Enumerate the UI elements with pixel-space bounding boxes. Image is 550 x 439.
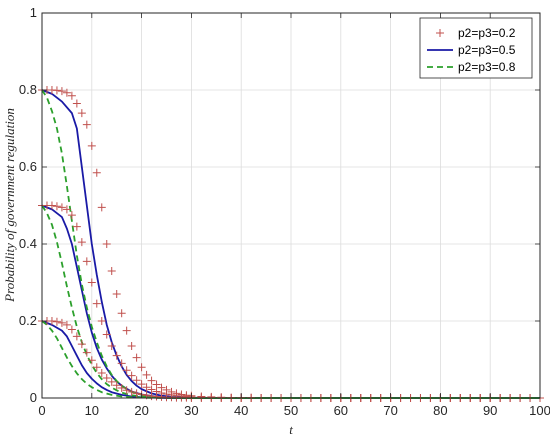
point-p2-p3-0-2 bbox=[142, 370, 151, 379]
point-p2-p3-0-2 bbox=[57, 203, 66, 212]
point-p2-p3-0-2 bbox=[137, 363, 146, 372]
point-p2-p3-0-2 bbox=[72, 332, 81, 341]
y-tick-label: 0.4 bbox=[19, 236, 37, 251]
y-tick-label: 0 bbox=[30, 390, 37, 405]
point-p2-p3-0-2 bbox=[137, 380, 146, 389]
y-tick-label: 0.8 bbox=[19, 82, 37, 97]
point-p2-p3-0-2 bbox=[62, 320, 71, 329]
point-p2-p3-0-2 bbox=[62, 88, 71, 97]
point-p2-p3-0-2 bbox=[147, 376, 156, 385]
point-p2-p3-0-2 bbox=[122, 386, 131, 395]
point-p2-p3-0-2 bbox=[107, 377, 116, 386]
point-p2-p3-0-2 bbox=[67, 91, 76, 100]
point-p2-p3-0-2 bbox=[77, 109, 86, 118]
point-p2-p3-0-2 bbox=[92, 168, 101, 177]
point-p2-p3-0-2 bbox=[117, 359, 126, 368]
point-p2-p3-0-2 bbox=[72, 99, 81, 108]
point-p2-p3-0-2 bbox=[92, 299, 101, 308]
point-p2-p3-0-2 bbox=[52, 202, 61, 211]
point-p2-p3-0-2 bbox=[102, 330, 111, 339]
point-p2-p3-0-2 bbox=[77, 238, 86, 247]
point-p2-p3-0-2 bbox=[132, 376, 141, 385]
point-p2-p3-0-2 bbox=[82, 348, 91, 357]
point-p2-p3-0-2 bbox=[47, 317, 56, 325]
point-p2-p3-0-2 bbox=[67, 211, 76, 220]
point-p2-p3-0-2 bbox=[57, 318, 66, 327]
point-p2-p3-0-2 bbox=[122, 326, 131, 335]
series-line-p2-p3-0-8-2 bbox=[41, 320, 540, 399]
axis-ticks: 0 10 20 30 40 50 60 70 80 90 100 0 0.2 0.4 0.6 0.8 1 bbox=[19, 5, 550, 418]
y-tick-label: 1 bbox=[30, 5, 37, 20]
point-p2-p3-0-2 bbox=[97, 368, 106, 377]
x-tick-label: 20 bbox=[134, 403, 148, 418]
point-p2-p3-0-2 bbox=[132, 353, 141, 362]
point-p2-p3-0-2 bbox=[107, 266, 116, 275]
point-p2-p3-0-2 bbox=[112, 381, 121, 390]
y-axis-label: Probability of government regulation bbox=[2, 108, 17, 303]
point-p2-p3-0-2 bbox=[82, 257, 91, 266]
point-p2-p3-0-2 bbox=[112, 290, 121, 299]
point-p2-p3-0-2 bbox=[117, 309, 126, 318]
point-p2-p3-0-2 bbox=[97, 317, 106, 325]
legend-label: p2=p3=0.5 bbox=[458, 43, 516, 57]
x-tick-label: 100 bbox=[529, 403, 550, 418]
point-p2-p3-0-2 bbox=[57, 87, 66, 96]
x-tick-label: 60 bbox=[334, 403, 348, 418]
point-p2-p3-0-2 bbox=[62, 205, 71, 214]
point-p2-p3-0-2 bbox=[87, 356, 96, 365]
point-p2-p3-0-2 bbox=[132, 389, 141, 398]
legend-label: p2=p3=0.2 bbox=[458, 26, 516, 40]
x-tick-label: 80 bbox=[433, 403, 447, 418]
y-tick-label: 0.6 bbox=[19, 159, 37, 174]
point-p2-p3-0-2 bbox=[87, 141, 96, 150]
legend-box bbox=[419, 17, 533, 79]
point-p2-p3-0-2 bbox=[77, 340, 86, 349]
point-p2-p3-0-2 bbox=[127, 387, 136, 396]
point-p2-p3-0-2 bbox=[142, 383, 151, 392]
point-p2-p3-0-2 bbox=[67, 325, 76, 334]
point-p2-p3-0-2 bbox=[152, 380, 161, 389]
point-p2-p3-0-2 bbox=[122, 366, 131, 375]
x-tick-label: 70 bbox=[383, 403, 397, 418]
x-axis-label: t bbox=[289, 422, 293, 437]
y-tick-label: 0.2 bbox=[19, 313, 37, 328]
x-tick-label: 30 bbox=[184, 403, 198, 418]
point-p2-p3-0-2 bbox=[52, 317, 61, 326]
point-p2-p3-0-2 bbox=[102, 373, 111, 382]
x-tick-label: 40 bbox=[234, 403, 248, 418]
point-p2-p3-0-2 bbox=[102, 240, 111, 248]
point-p2-p3-0-2 bbox=[112, 351, 121, 360]
legend-swatch-p2-p3-0-2 bbox=[436, 29, 444, 37]
x-tick-label: 90 bbox=[483, 403, 497, 418]
point-p2-p3-0-2 bbox=[82, 120, 91, 129]
point-p2-p3-0-2 bbox=[52, 86, 61, 95]
point-p2-p3-0-2 bbox=[127, 342, 136, 351]
point-p2-p3-0-2 bbox=[107, 342, 116, 351]
point-p2-p3-0-2 bbox=[72, 222, 81, 231]
x-tick-label: 10 bbox=[85, 403, 99, 418]
point-p2-p3-0-2 bbox=[127, 371, 136, 380]
point-p2-p3-0-2 bbox=[47, 201, 56, 210]
legend-label: p2=p3=0.8 bbox=[458, 60, 516, 74]
x-tick-label: 50 bbox=[284, 403, 298, 418]
point-p2-p3-0-2 bbox=[117, 383, 126, 392]
point-p2-p3-0-2 bbox=[87, 278, 96, 287]
point-p2-p3-0-2 bbox=[92, 363, 101, 372]
x-tick-label: 0 bbox=[38, 403, 45, 418]
legend: p2=p3=0.2 p2=p3=0.5 p2=p3=0.8 bbox=[419, 17, 533, 79]
point-p2-p3-0-2 bbox=[97, 203, 106, 212]
